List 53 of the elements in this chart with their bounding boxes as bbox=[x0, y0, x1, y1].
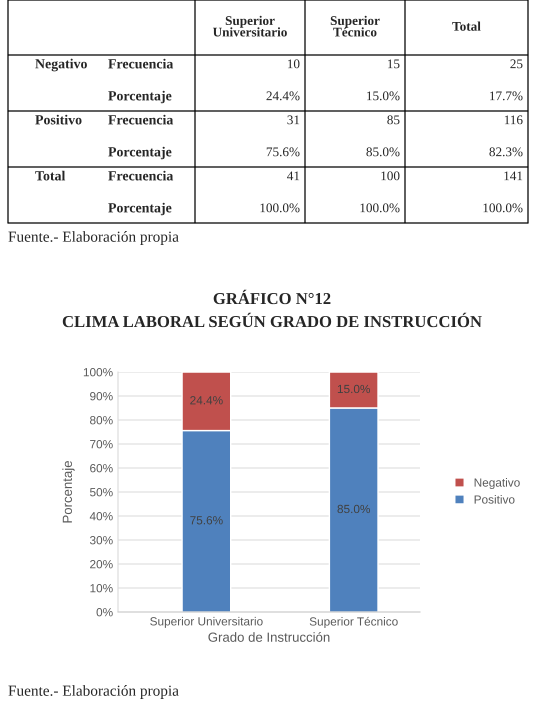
y-tick-label: 80% bbox=[90, 416, 113, 424]
text: Porcentaje bbox=[108, 202, 172, 216]
data-label: 75.6% bbox=[190, 516, 223, 524]
data-label: 24.4% bbox=[190, 396, 223, 404]
text: Positivo bbox=[35, 114, 82, 124]
text: Negativo bbox=[35, 58, 87, 72]
text: 24.4% bbox=[266, 91, 300, 100]
text: Porcentaje bbox=[108, 146, 172, 160]
text: Frecuencia bbox=[108, 114, 174, 125]
y-tick-label: 90% bbox=[90, 392, 113, 400]
text: 41 bbox=[287, 171, 300, 180]
text: 10 bbox=[288, 59, 300, 68]
text: Porcentaje bbox=[108, 90, 172, 104]
legend-label: Positivo bbox=[474, 495, 515, 504]
y-axis-title: Porcentaje bbox=[62, 461, 75, 522]
text: 15 bbox=[388, 59, 400, 68]
y-tick-label: 40% bbox=[90, 512, 113, 520]
text: 82.3% bbox=[489, 147, 523, 156]
y-tick-label: 20% bbox=[90, 560, 113, 568]
chart-subtitle: CLIMA LABORAL SEGÚN GRADO DE INSTRUCCIÓN bbox=[62, 312, 482, 328]
text: 116 bbox=[504, 115, 523, 124]
legend-label: Negativo bbox=[474, 478, 520, 490]
x-axis-title: Grado de Instrucción bbox=[208, 632, 330, 642]
y-tick-label: 70% bbox=[90, 440, 113, 448]
source-note: Fuente.- Elaboración propia bbox=[8, 231, 179, 245]
y-tick-label: 30% bbox=[90, 536, 113, 544]
text: 17.7% bbox=[490, 91, 523, 100]
text: Frecuencia bbox=[108, 58, 174, 69]
data-label: 15.0% bbox=[338, 384, 370, 394]
text: Total bbox=[35, 170, 66, 180]
y-tick-label: 100% bbox=[84, 368, 113, 376]
text: 15.0% bbox=[367, 91, 400, 100]
text: 141 bbox=[504, 171, 522, 180]
y-tick-label: 0% bbox=[96, 608, 113, 616]
source-note: Fuente.- Elaboración propia bbox=[8, 685, 179, 699]
category-label: Total bbox=[452, 22, 481, 31]
text: 75.6% bbox=[266, 147, 300, 156]
y-tick-label: 10% bbox=[90, 584, 113, 592]
y-tick-label: 60% bbox=[90, 464, 113, 472]
text: 31 bbox=[287, 115, 300, 124]
y-tick-label: 50% bbox=[90, 488, 113, 496]
category-label: Superior Técnico bbox=[330, 16, 380, 37]
text: 85.0% bbox=[366, 147, 400, 156]
text: 100.0% bbox=[260, 203, 300, 212]
chart-title: GRÁFICO N°12 bbox=[214, 290, 330, 304]
text: 100.0% bbox=[360, 203, 400, 212]
text: 100 bbox=[381, 171, 400, 180]
text: 85 bbox=[387, 115, 400, 124]
text: 100.0% bbox=[483, 203, 523, 212]
text: 25 bbox=[510, 59, 522, 68]
data-label: 85.0% bbox=[337, 504, 370, 514]
text: Frecuencia bbox=[108, 170, 174, 181]
category-label: Superior Universitario bbox=[212, 16, 287, 37]
